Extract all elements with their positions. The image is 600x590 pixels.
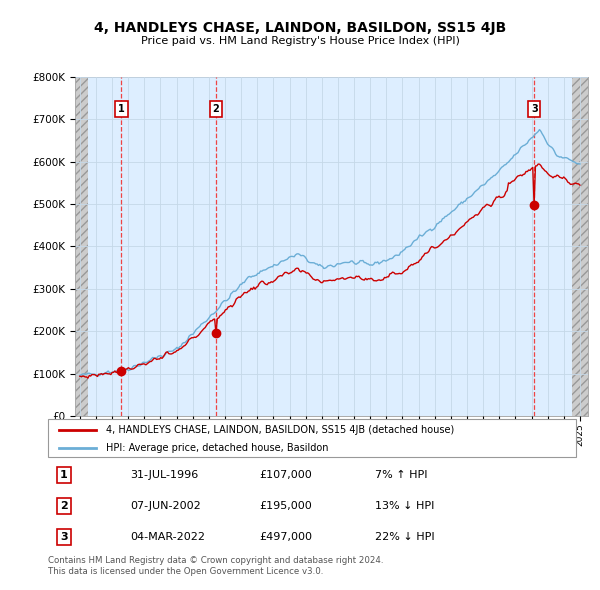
- Text: 31-JUL-1996: 31-JUL-1996: [130, 470, 198, 480]
- Text: £497,000: £497,000: [259, 532, 312, 542]
- Text: HPI: Average price, detached house, Basildon: HPI: Average price, detached house, Basi…: [106, 442, 329, 453]
- Text: 07-JUN-2002: 07-JUN-2002: [130, 501, 200, 511]
- Text: 13% ↓ HPI: 13% ↓ HPI: [376, 501, 435, 511]
- Text: £195,000: £195,000: [259, 501, 312, 511]
- Text: 2: 2: [60, 501, 68, 511]
- Text: 2: 2: [212, 104, 220, 114]
- Bar: [572, 77, 588, 416]
- Text: 7% ↑ HPI: 7% ↑ HPI: [376, 470, 428, 480]
- Bar: [75, 77, 88, 416]
- Text: Price paid vs. HM Land Registry's House Price Index (HPI): Price paid vs. HM Land Registry's House …: [140, 37, 460, 46]
- Text: 22% ↓ HPI: 22% ↓ HPI: [376, 532, 435, 542]
- Text: 1: 1: [118, 104, 125, 114]
- Text: 3: 3: [60, 532, 68, 542]
- FancyBboxPatch shape: [48, 419, 576, 457]
- Text: £107,000: £107,000: [259, 470, 312, 480]
- Text: 4, HANDLEYS CHASE, LAINDON, BASILDON, SS15 4JB: 4, HANDLEYS CHASE, LAINDON, BASILDON, SS…: [94, 21, 506, 35]
- Text: Contains HM Land Registry data © Crown copyright and database right 2024.: Contains HM Land Registry data © Crown c…: [48, 556, 383, 565]
- Text: 4, HANDLEYS CHASE, LAINDON, BASILDON, SS15 4JB (detached house): 4, HANDLEYS CHASE, LAINDON, BASILDON, SS…: [106, 425, 454, 435]
- Text: 1: 1: [60, 470, 68, 480]
- Text: 04-MAR-2022: 04-MAR-2022: [130, 532, 205, 542]
- Text: 3: 3: [531, 104, 538, 114]
- Text: This data is licensed under the Open Government Licence v3.0.: This data is licensed under the Open Gov…: [48, 566, 323, 576]
